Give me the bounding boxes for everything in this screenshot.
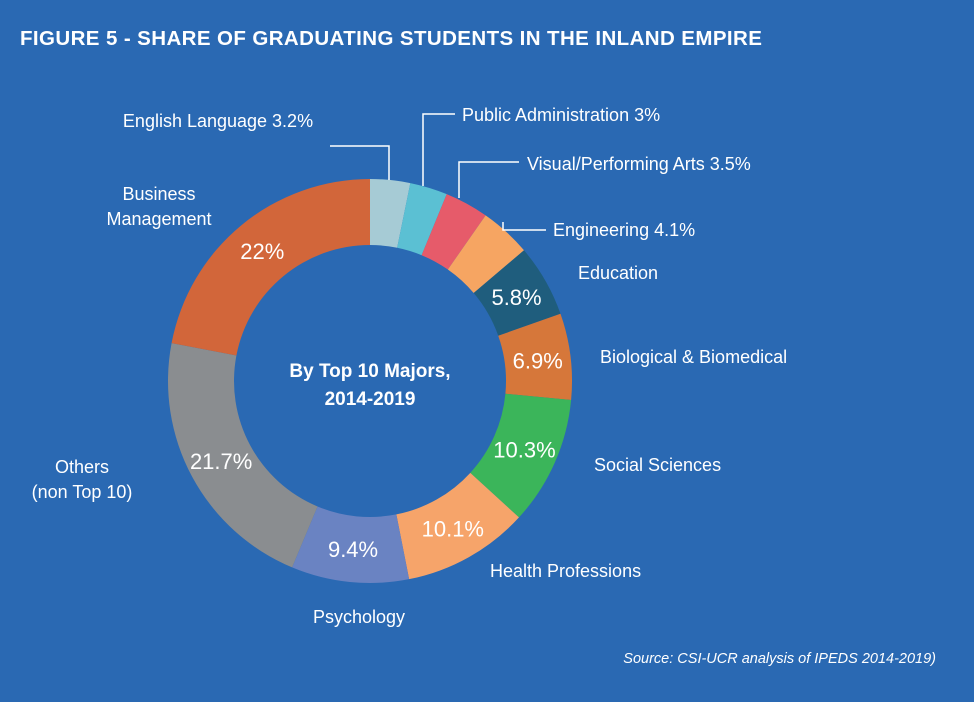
slice-visual-performing-arts	[421, 194, 486, 270]
figure-title: FIGURE 5 - SHARE OF GRADUATING STUDENTS …	[20, 27, 763, 50]
category-label-public-administration: Public Administration 3%	[462, 105, 660, 125]
category-label-biological-biomedical: Biological & Biomedical	[600, 347, 787, 367]
leader-line-english-language	[330, 145, 390, 180]
category-label-education: Education	[578, 263, 658, 283]
slice-engineering	[447, 215, 525, 294]
category-label-health-professions: Health Professions	[490, 561, 641, 581]
value-label-health-professions: 10.1%	[422, 516, 484, 541]
value-label-others-non-top-10: 21.7%	[190, 449, 252, 474]
slice-education	[473, 250, 561, 336]
slice-business-management	[171, 179, 370, 356]
slice-health-professions	[396, 472, 519, 580]
slice-psychology	[292, 506, 410, 583]
value-label-social-sciences: 10.3%	[493, 438, 555, 463]
category-label-visual-performing-arts: Visual/Performing Arts 3.5%	[527, 154, 751, 174]
source-note: Source: CSI-UCR analysis of IPEDS 2014-2…	[623, 651, 936, 667]
category-label-business-management: Business Management	[106, 184, 211, 229]
slice-biological-biomedical	[498, 313, 572, 401]
center-label: By Top 10 Majors, 2014-2019	[289, 361, 450, 410]
category-label-psychology: Psychology	[313, 607, 405, 627]
slice-others-non-top-10	[167, 343, 318, 568]
value-label-psychology: 9.4%	[328, 537, 378, 562]
slice-public-administration	[397, 183, 447, 256]
value-label-education: 5.8%	[491, 285, 541, 310]
leader-line-visual-performing-arts	[458, 161, 519, 198]
value-label-biological-biomedical: 6.9%	[513, 348, 563, 373]
leader-line-public-administration	[422, 113, 455, 186]
category-label-english-language: English Language 3.2%	[123, 111, 313, 131]
slice-english-language	[370, 179, 411, 248]
category-label-social-sciences: Social Sciences	[594, 455, 721, 475]
category-label-engineering: Engineering 4.1%	[553, 220, 695, 240]
slice-social-sciences	[470, 393, 572, 518]
leader-line-engineering	[502, 222, 546, 231]
category-label-others-non-top-10: Others (non Top 10)	[32, 457, 133, 502]
value-label-business-management: 22%	[240, 239, 284, 264]
